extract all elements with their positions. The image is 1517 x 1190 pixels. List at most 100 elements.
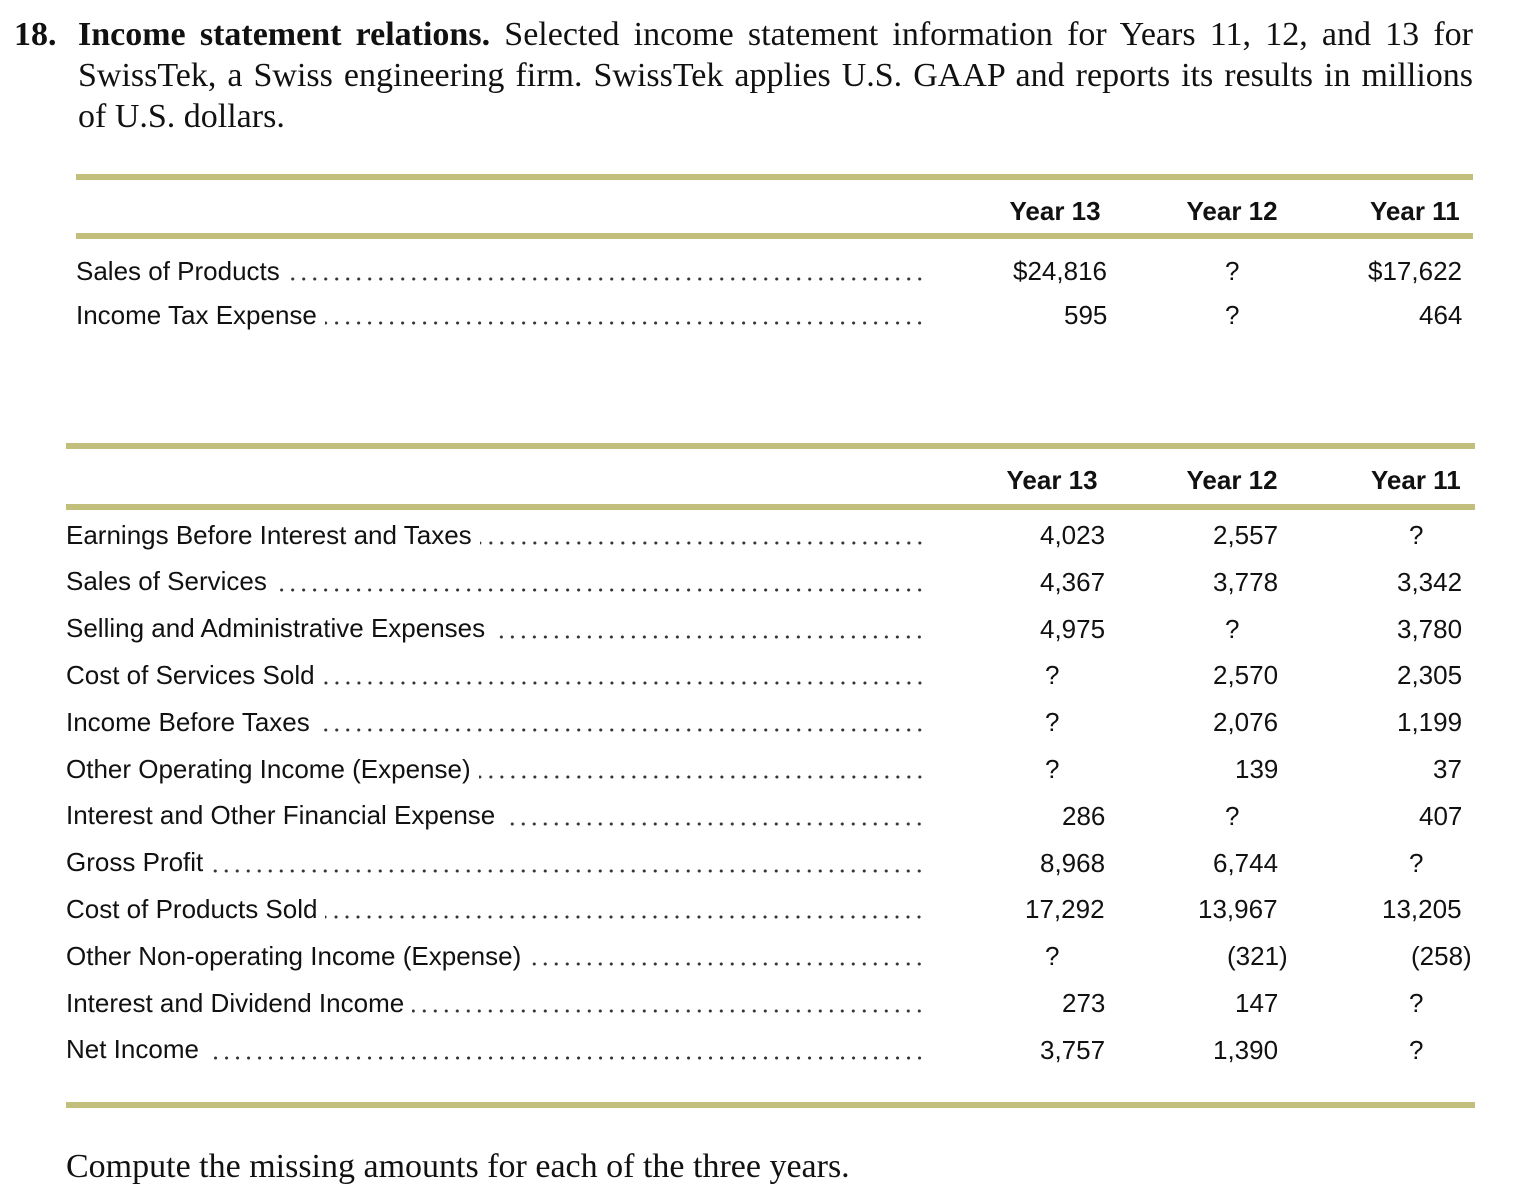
- row-label-text: Other Non-operating Income (Expense): [66, 940, 522, 971]
- value-cell: ?: [1409, 847, 1424, 878]
- value-cell: ?: [1045, 660, 1060, 691]
- row-label: Income Tax Expense: [76, 300, 925, 330]
- dot-leader: [493, 613, 925, 644]
- row-label: Interest and Dividend Income: [66, 988, 925, 1018]
- row-label-text: Earnings Before Interest and Taxes: [66, 519, 472, 550]
- column-header: Year 13: [1006, 465, 1098, 495]
- problem-title: Income statement relations.: [78, 16, 491, 53]
- value-cell: 2,305: [1397, 660, 1463, 691]
- dot-leader: [529, 941, 925, 972]
- row-label-text: Other Operating Income (Expense): [66, 753, 471, 784]
- dot-leader: [503, 800, 925, 831]
- value-cell: 147: [1235, 988, 1279, 1018]
- row-label-text: Interest and Dividend Income: [66, 987, 405, 1018]
- value-cell: ?: [1225, 613, 1240, 644]
- value-cell: 273: [1062, 988, 1106, 1018]
- row-label: Gross Profit: [66, 847, 925, 878]
- row-label: Interest and Other Financial Expense: [66, 800, 925, 831]
- dot-leader: [325, 894, 925, 925]
- row-label-text: Gross Profit: [66, 847, 204, 878]
- row-label: Selling and Administrative Expenses: [66, 613, 925, 644]
- value-cell: 4,975: [1040, 613, 1106, 644]
- row-label-text: Sales of Services: [66, 566, 267, 597]
- dot-leader: [324, 300, 925, 330]
- column-header: Year 13: [1009, 196, 1101, 226]
- value-cell: ?: [1225, 256, 1240, 286]
- row-label: Other Non-operating Income (Expense): [66, 940, 925, 972]
- row-label-text: Sales of Products: [76, 255, 280, 286]
- row-label: Sales of Products: [76, 256, 925, 286]
- value-cell: 2,557: [1213, 520, 1279, 550]
- dot-leader: [206, 1034, 925, 1065]
- table-rule: [76, 174, 1473, 180]
- value-cell: 464: [1419, 300, 1463, 330]
- value-cell: 1,199: [1397, 707, 1463, 738]
- row-label: Net Income: [66, 1034, 925, 1065]
- row-label: Earnings Before Interest and Taxes: [66, 520, 925, 550]
- value-cell: 4,023: [1040, 520, 1106, 550]
- dot-leader: [317, 707, 925, 738]
- dot-leader: [412, 988, 925, 1018]
- value-cell: 3,778: [1213, 566, 1279, 597]
- value-cell: $24,816: [1013, 256, 1107, 286]
- row-label-text: Cost of Services Sold: [66, 659, 315, 690]
- value-cell: ?: [1409, 988, 1424, 1018]
- row-label-text: Selling and Administrative Expenses: [66, 613, 486, 644]
- dot-leader: [478, 754, 925, 784]
- value-cell: ?: [1409, 1034, 1424, 1065]
- value-cell: ?: [1409, 520, 1424, 550]
- value-cell: 4,367: [1040, 566, 1106, 597]
- column-header: Year 12: [1186, 196, 1278, 226]
- value-cell: 3,757: [1040, 1034, 1106, 1065]
- value-cell: 37: [1433, 754, 1462, 784]
- value-cell: 1,390: [1213, 1034, 1279, 1065]
- value-cell: 8,968: [1040, 847, 1106, 878]
- dot-leader: [322, 660, 925, 691]
- dot-leader: [287, 256, 925, 286]
- row-label: Sales of Services: [66, 566, 925, 597]
- value-cell: 2,570: [1213, 660, 1279, 691]
- instruction: Compute the missing amounts for each of …: [66, 1148, 850, 1185]
- value-cell: 6,744: [1213, 847, 1279, 878]
- row-label-text: Income Before Taxes: [66, 706, 310, 737]
- value-cell: 3,780: [1397, 613, 1463, 644]
- value-cell: 17,292: [1025, 894, 1105, 925]
- value-cell: 286: [1062, 800, 1106, 831]
- value-cell: 2,076: [1213, 707, 1279, 738]
- row-label-text: Cost of Products Sold: [66, 893, 318, 924]
- value-cell: (258): [1411, 941, 1472, 972]
- row-label-text: Net Income: [66, 1034, 199, 1065]
- value-cell: ?: [1225, 800, 1240, 831]
- problem-body: Selected income statement information fo…: [78, 16, 1474, 135]
- table-rule: [66, 443, 1475, 449]
- value-cell: 3,342: [1397, 566, 1463, 597]
- table-rule: [66, 1102, 1475, 1108]
- problem-number: 18.: [14, 16, 57, 53]
- row-label: Cost of Products Sold: [66, 893, 925, 925]
- table-rule: [76, 233, 1473, 239]
- value-cell: (321): [1227, 941, 1288, 972]
- row-label: Cost of Services Sold: [66, 659, 925, 691]
- value-cell: $17,622: [1368, 256, 1462, 286]
- column-header: Year 11: [1371, 465, 1461, 495]
- value-cell: 407: [1419, 800, 1463, 831]
- value-cell: ?: [1045, 707, 1060, 738]
- row-label-text: Income Tax Expense: [76, 299, 317, 330]
- row-label: Income Before Taxes: [66, 706, 925, 738]
- table-rule: [66, 504, 1475, 510]
- value-cell: ?: [1045, 754, 1060, 784]
- value-cell: 13,967: [1198, 894, 1278, 925]
- value-cell: 139: [1235, 754, 1279, 784]
- row-label: Other Operating Income (Expense): [66, 754, 925, 784]
- value-cell: 13,205: [1382, 894, 1462, 925]
- dot-leader: [479, 520, 925, 550]
- column-header: Year 12: [1186, 465, 1278, 495]
- problem-text: Income statement relations. Selected inc…: [78, 14, 1473, 137]
- column-header: Year 11: [1370, 196, 1460, 226]
- value-cell: 595: [1064, 300, 1108, 330]
- value-cell: ?: [1045, 941, 1060, 972]
- dot-leader: [274, 566, 925, 597]
- value-cell: ?: [1225, 300, 1240, 330]
- dot-leader: [211, 847, 925, 878]
